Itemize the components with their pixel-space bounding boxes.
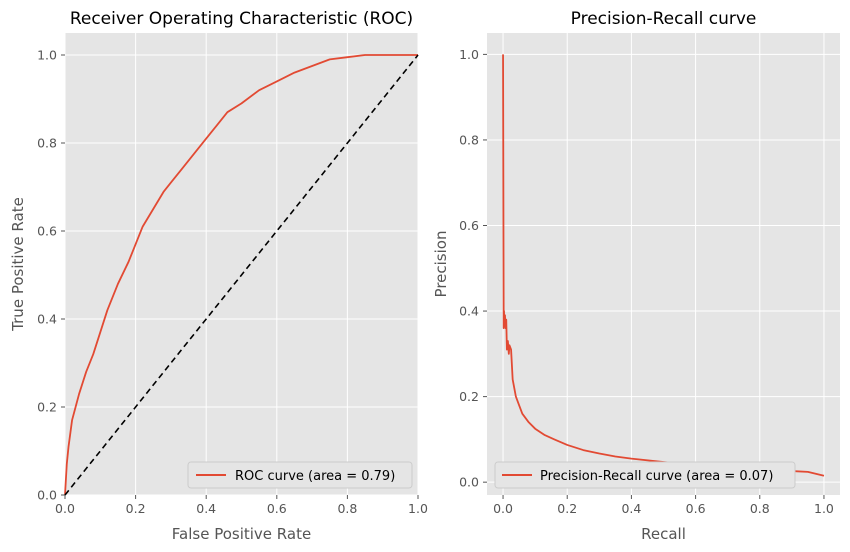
pr-x-axis-label: Recall bbox=[641, 525, 686, 543]
pr-x-tick-label: 0.8 bbox=[750, 501, 770, 516]
roc-y-tick-label: 0.4 bbox=[37, 312, 57, 327]
pr-title: Precision-Recall curve bbox=[571, 9, 757, 29]
pr-x-ticks: 0.0 0.2 0.4 0.6 0.8 1.0 bbox=[493, 495, 834, 516]
pr-legend-box bbox=[494, 461, 796, 489]
roc-legend-box bbox=[187, 461, 413, 489]
roc-x-ticks: 0.0 0.2 0.4 0.6 0.8 1.0 bbox=[55, 495, 428, 516]
pr-y-tick-label: 0.4 bbox=[459, 304, 479, 319]
pr-x-tick-label: 1.0 bbox=[814, 501, 834, 516]
pr-y-tick-label: 0.8 bbox=[459, 132, 479, 147]
roc-title: Receiver Operating Characteristic (ROC) bbox=[70, 9, 413, 29]
pr-legend: Precision-Recall curve (area = 0.07) bbox=[494, 461, 796, 489]
roc-y-tick-label: 0.6 bbox=[37, 224, 57, 239]
roc-x-axis-label: False Positive Rate bbox=[172, 525, 311, 543]
roc-y-tick-label: 0.0 bbox=[37, 488, 57, 503]
roc-diagonal-line bbox=[64, 54, 419, 496]
roc-y-tick-label: 1.0 bbox=[37, 48, 57, 63]
roc-y-ticks: 0.0 0.2 0.4 0.6 0.8 1.0 bbox=[37, 48, 65, 503]
pr-y-tick-label: 0.2 bbox=[459, 389, 479, 404]
roc-x-tick-label: 0.0 bbox=[55, 501, 75, 516]
roc-x-tick-label: 0.8 bbox=[337, 501, 357, 516]
pr-y-tick-label: 0.6 bbox=[459, 218, 479, 233]
pr-x-tick-label: 0.2 bbox=[557, 501, 577, 516]
roc-chart: 0.0 0.2 0.4 0.6 0.8 1.0 0.0 0.2 0.4 0.6 0.8 1.0 Re… bbox=[9, 9, 428, 543]
roc-y-tick-label: 0.2 bbox=[37, 400, 57, 415]
roc-series-group bbox=[64, 54, 419, 496]
pr-y-axis-label: Precision bbox=[432, 231, 450, 298]
roc-y-axis-label: True Positive Rate bbox=[9, 197, 27, 332]
roc-legend: ROC curve (area = 0.79) bbox=[187, 461, 413, 489]
pr-x-tick-label: 0.6 bbox=[686, 501, 706, 516]
pr-x-tick-label: 0.0 bbox=[493, 501, 513, 516]
roc-plot-area bbox=[65, 33, 418, 495]
roc-x-tick-label: 0.6 bbox=[267, 501, 287, 516]
roc-curve-line bbox=[64, 54, 418, 496]
pr-y-ticks: 0.0 0.2 0.4 0.6 0.8 1.0 bbox=[459, 47, 487, 490]
roc-legend-label: ROC curve (area = 0.79) bbox=[235, 469, 395, 484]
pr-y-tick-label: 1.0 bbox=[459, 47, 479, 62]
pr-chart: 0.0 0.2 0.4 0.6 0.8 1.0 0.0 0.2 0.4 0.6 0.8 1.0 Pr… bbox=[432, 9, 840, 543]
pr-legend-label: Precision-Recall curve (area = 0.07) bbox=[540, 469, 773, 484]
pr-x-tick-label: 0.4 bbox=[621, 501, 641, 516]
roc-x-tick-label: 0.4 bbox=[196, 501, 216, 516]
pr-y-tick-label: 0.0 bbox=[459, 475, 479, 490]
roc-x-tick-label: 1.0 bbox=[408, 501, 428, 516]
roc-x-tick-label: 0.2 bbox=[126, 501, 146, 516]
roc-y-tick-label: 0.8 bbox=[37, 136, 57, 151]
roc-grid bbox=[64, 33, 419, 496]
pr-plot-area bbox=[487, 33, 840, 495]
